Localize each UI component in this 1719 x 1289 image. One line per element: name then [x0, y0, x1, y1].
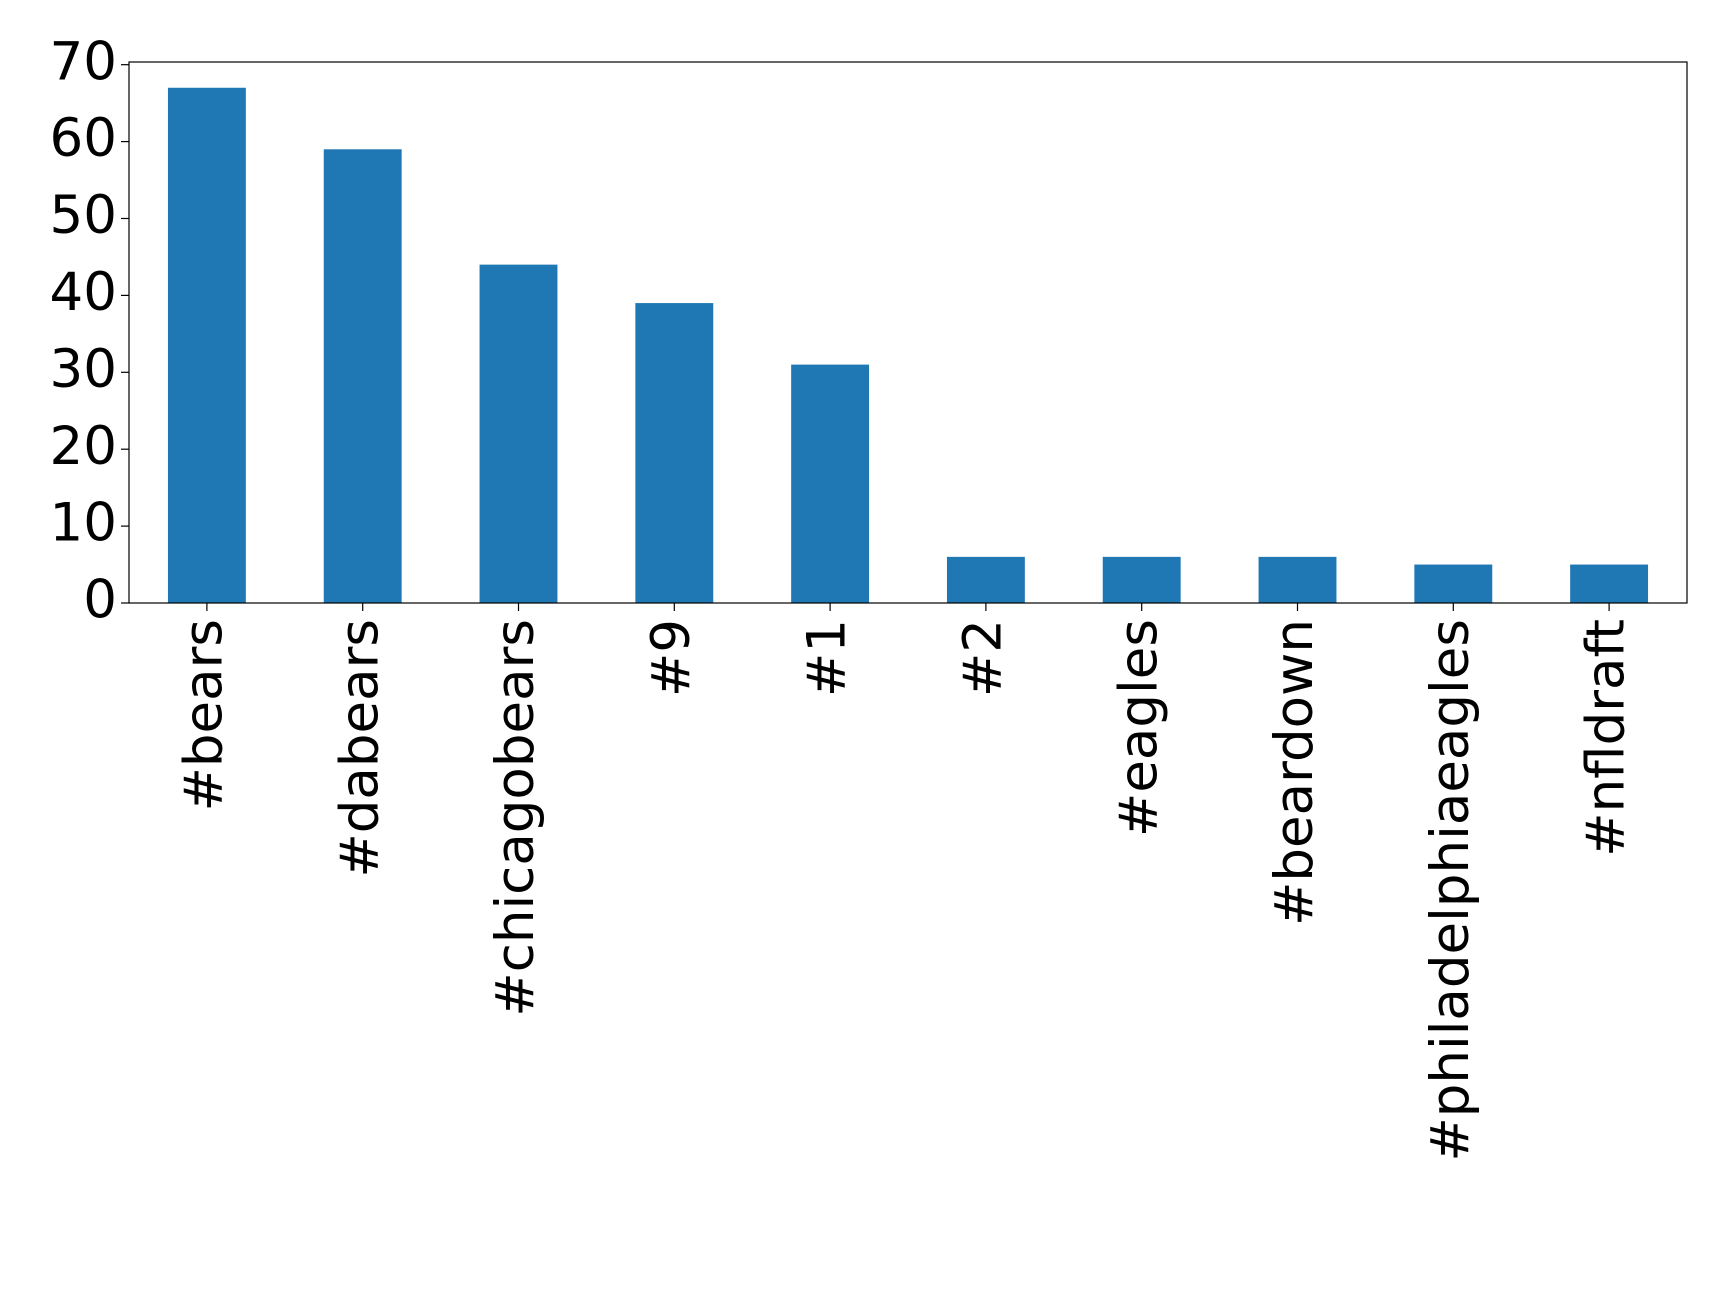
bar — [323, 149, 402, 603]
y-tick-label: 60 — [50, 108, 117, 169]
y-tick-label: 0 — [83, 570, 117, 631]
bar — [1570, 564, 1649, 603]
x-tick-label: #nfldraft — [1576, 619, 1637, 857]
x-tick-label: #eagles — [1108, 619, 1169, 837]
bar — [946, 556, 1025, 603]
bar — [479, 264, 558, 603]
y-tick-label: 30 — [50, 339, 117, 400]
y-tick-label: 20 — [50, 416, 117, 477]
y-tick-label: 50 — [50, 185, 117, 246]
x-tick-label: #dabears — [329, 619, 390, 878]
x-tick-label: #chicagobears — [485, 619, 546, 1017]
x-tick-label: #bears — [174, 619, 235, 812]
x-tick-label: #1 — [797, 619, 858, 697]
x-tick-label: #9 — [641, 619, 702, 697]
bar — [791, 364, 870, 603]
bar — [167, 87, 246, 603]
y-tick-label: 10 — [50, 493, 117, 554]
bar — [1258, 556, 1337, 603]
y-tick-label: 40 — [50, 262, 117, 323]
bar — [1414, 564, 1493, 603]
bar — [635, 303, 714, 603]
bar — [1102, 556, 1181, 603]
x-tick-label: #beardown — [1264, 619, 1325, 926]
x-tick-label: #2 — [953, 619, 1014, 697]
y-tick-label: 70 — [50, 31, 117, 92]
plot-frame — [128, 61, 1688, 604]
x-tick-label: #philadelphiaeagles — [1420, 619, 1481, 1162]
